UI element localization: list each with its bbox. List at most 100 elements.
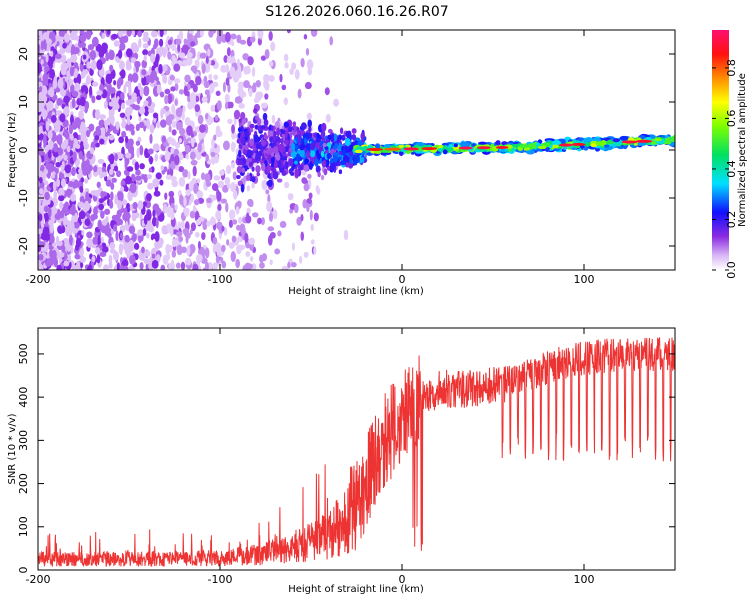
spectrogram-blob <box>246 263 254 270</box>
spectrogram-blob <box>232 189 238 200</box>
spectrogram-blob <box>190 132 195 139</box>
spectrogram-blob <box>108 168 114 175</box>
spectrogram-blob <box>310 150 316 158</box>
spectrogram-blob <box>109 64 114 72</box>
snr-frame <box>37 327 676 571</box>
spectrogram-blob <box>328 134 332 141</box>
spectrogram-blob <box>97 219 103 230</box>
spectrogram-blob <box>230 162 236 169</box>
spectrogram-blob <box>199 52 207 59</box>
spectrogram-blob <box>158 63 163 74</box>
spectrogram-blob <box>226 47 231 57</box>
spectrogram-blob <box>229 209 236 220</box>
spectrogram-blob <box>38 149 44 157</box>
spectrogram-blob <box>132 233 137 241</box>
y-tick-label: 100 <box>17 516 30 537</box>
spectrogram-blob <box>151 216 157 227</box>
spectrogram-blob <box>118 244 123 255</box>
spectrogram-blob <box>61 161 65 170</box>
spectrogram-blob <box>92 81 99 87</box>
spectrogram-blob <box>236 174 241 180</box>
spectrogram-blob <box>211 137 215 149</box>
spectrogram-blob <box>169 75 175 81</box>
spectrogram-blob <box>103 100 108 109</box>
spectrogram-blob <box>112 224 118 232</box>
spectrogram-blob <box>124 160 128 170</box>
spectrogram-blob <box>58 194 65 202</box>
spectrogram-blob <box>315 185 320 193</box>
spectrogram-blob <box>232 171 237 180</box>
spectrogram-blob <box>52 180 57 192</box>
spectrogram-blob <box>100 236 104 245</box>
spectrogram-blob <box>143 54 147 62</box>
spectrogram-blob <box>266 164 271 173</box>
spectrogram-blob <box>126 166 134 172</box>
spectrogram-blob <box>90 190 98 196</box>
spectrogram-blob <box>248 200 254 208</box>
spectrogram-blob <box>216 34 222 45</box>
spectrogram-blob <box>291 62 297 70</box>
spectrogram-blob <box>162 64 168 72</box>
spectrogram-blob <box>221 244 226 253</box>
spectrogram-blob <box>165 243 171 255</box>
spectrogram-blob <box>123 211 131 221</box>
spectrogram-blob <box>59 201 64 210</box>
spectrogram-blob <box>119 42 126 51</box>
spectrogram-blob <box>66 145 71 153</box>
spectrogram-blob <box>315 137 322 143</box>
spectrogram-blob <box>214 153 220 164</box>
spectrogram-blob <box>326 152 331 160</box>
spectrogram-blob <box>79 185 84 193</box>
spectrogram-blob <box>263 119 269 127</box>
colorbar-tick-label: 0.8 <box>725 59 738 77</box>
spectrogram-blob <box>48 110 52 120</box>
spectrogram-blob <box>255 79 261 88</box>
spectrogram-blob <box>101 219 108 226</box>
spectrogram-blob <box>220 64 227 73</box>
spectrogram-blob <box>131 30 135 38</box>
spectrogram-blob <box>277 230 282 237</box>
spectrogram-blob <box>351 128 357 134</box>
spectrogram-blob <box>100 127 106 138</box>
spectrogram-blob <box>255 143 262 150</box>
spectrogram-blob <box>273 161 278 169</box>
spectrogram-blob <box>596 141 606 146</box>
spectrogram-blob <box>157 240 163 249</box>
spectrogram-blob <box>114 194 118 205</box>
spectrogram-blob <box>113 165 119 172</box>
spectrogram-blob <box>139 163 145 170</box>
spectrogram-blob <box>255 165 261 173</box>
spectrogram-blob <box>41 109 48 119</box>
y-tick-label: 400 <box>17 387 30 408</box>
spectrogram-blob <box>139 145 144 156</box>
spectrogram-blob <box>330 134 336 143</box>
spectrogram-blob <box>159 179 164 186</box>
spectrogram-blob <box>184 74 191 83</box>
spectrogram-blob <box>257 217 262 225</box>
spectrogram-blob <box>238 143 243 150</box>
spectrogram-blob <box>146 193 152 201</box>
spectrogram-blob <box>213 134 217 141</box>
spectrogram-blob <box>403 147 419 151</box>
spectrogram-blob <box>183 196 187 207</box>
spectrogram-blob <box>135 140 141 146</box>
spectrogram-blob <box>135 175 142 181</box>
spectrogram-blob <box>155 172 162 180</box>
spectrogram-blob <box>619 135 629 141</box>
spectrogram-blob <box>51 249 57 261</box>
spectrogram-blob <box>283 121 290 128</box>
spectrogram-blob <box>664 138 672 145</box>
spectrogram-blob <box>44 212 49 220</box>
spectrogram-blob <box>208 73 213 81</box>
spectrogram-blob <box>332 152 339 157</box>
spectrogram-blob <box>78 168 83 174</box>
spectrogram-blob <box>147 148 154 155</box>
spectrogram-blob <box>260 102 268 109</box>
spectrogram-blob <box>99 251 107 258</box>
spectrogram-blob <box>143 100 149 106</box>
spectrogram-blob <box>119 112 126 118</box>
spectrogram-blob <box>246 185 251 192</box>
spectrogram-blob <box>329 36 334 46</box>
spectrogram-blob <box>167 39 173 46</box>
spectrogram-blob <box>87 197 92 204</box>
